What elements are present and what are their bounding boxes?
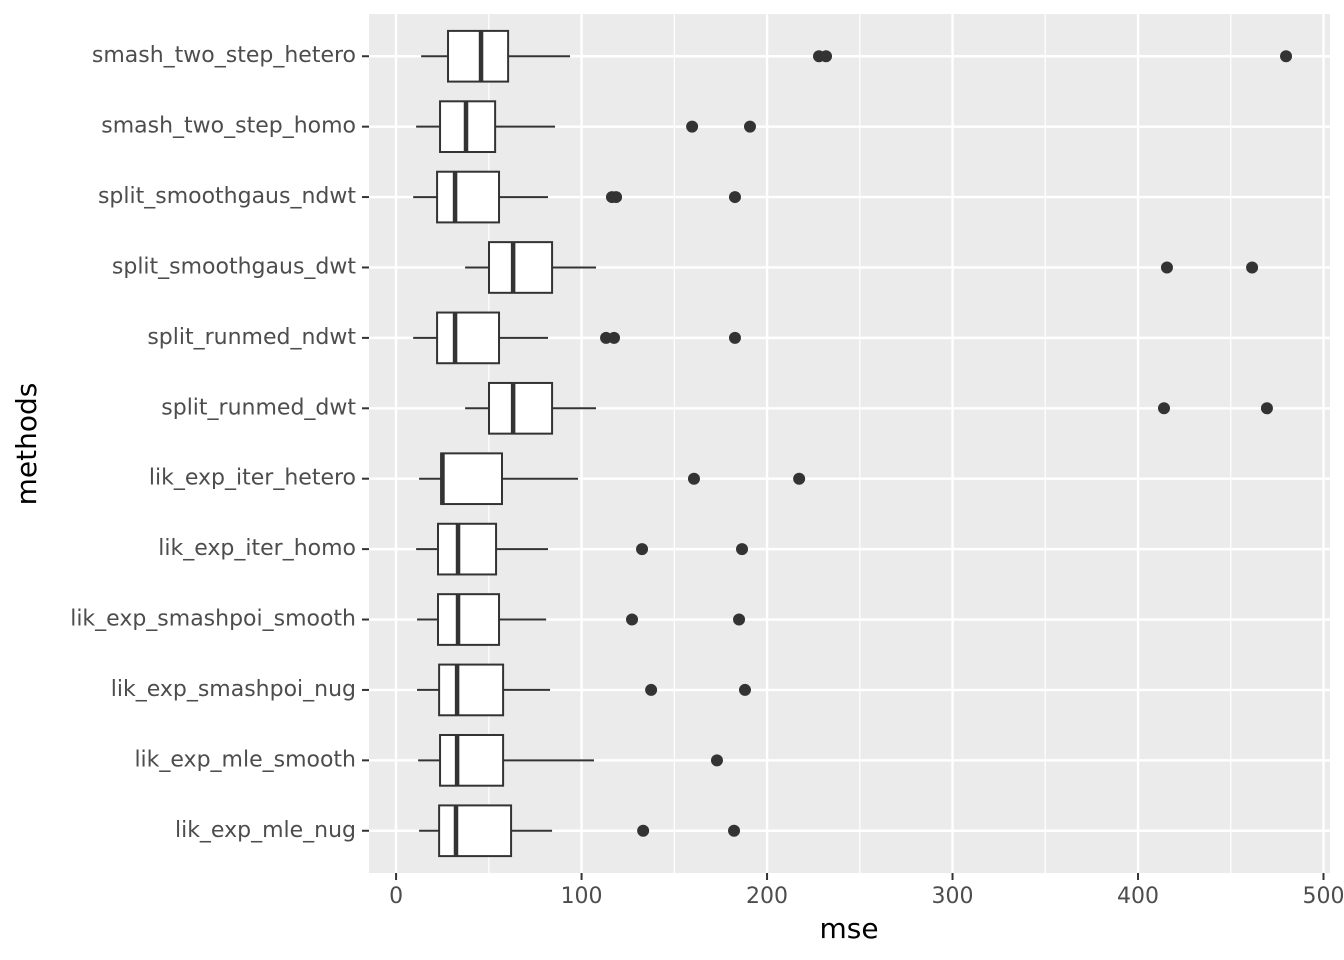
outlier [793,472,806,485]
y-axis-title: methods [10,383,43,506]
y-tick-label: lik_exp_iter_homo [158,536,356,561]
y-tick-label: lik_exp_mle_smooth [134,747,356,772]
outlier [686,120,699,133]
outlier [636,543,649,556]
outlier [710,754,723,767]
box [437,593,501,646]
outlier [626,613,639,626]
outlier [820,50,833,63]
box [436,311,501,365]
box [436,170,501,224]
box [438,804,513,858]
outlier [728,824,741,837]
outlier [1246,261,1259,274]
outlier [610,191,623,204]
outlier [1157,402,1170,415]
plot-panel [369,14,1330,873]
y-tick-label: smash_two_step_homo [101,114,356,139]
outlier [733,613,746,626]
outlier [743,120,756,133]
box [447,29,510,83]
box [439,733,505,787]
outlier [736,543,749,556]
y-tick-label: lik_exp_smashpoi_nug [111,677,356,702]
box [488,381,554,435]
x-tick-label: 500 [1303,884,1344,909]
outlier [1280,50,1293,63]
x-tick-label: 100 [561,884,603,909]
outlier [738,683,751,696]
box [437,522,498,576]
box [440,452,503,506]
x-tick-label: 300 [932,884,974,909]
x-axis-title: mse [819,912,878,945]
x-tick-label: 400 [1117,884,1159,909]
y-tick-label: lik_exp_smashpoi_smooth [70,607,356,632]
outlier [637,824,650,837]
y-tick-label: lik_exp_mle_nug [175,818,356,843]
y-tick-label: split_smoothgaus_ndwt [98,184,356,209]
outlier [728,331,741,344]
y-tick-label: split_runmed_ndwt [147,325,356,350]
outlier [1160,261,1173,274]
y-tick-label: smash_two_step_hetero [92,43,356,68]
y-tick-label: split_smoothgaus_dwt [112,254,356,279]
outlier [687,472,700,485]
outlier [1260,402,1273,415]
box [438,663,505,717]
outlier [608,331,621,344]
y-tick-label: split_runmed_dwt [161,395,356,420]
box [488,241,554,294]
x-tick-label: 0 [389,884,403,909]
x-tick-label: 200 [746,884,788,909]
y-tick-label: lik_exp_iter_hetero [149,466,356,491]
outlier [728,191,741,204]
outlier [645,683,658,696]
